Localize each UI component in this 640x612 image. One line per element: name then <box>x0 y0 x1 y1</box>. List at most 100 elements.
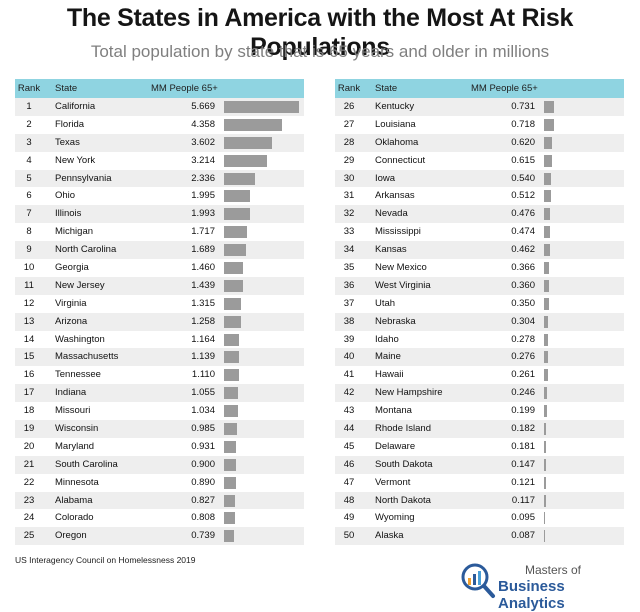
row-rank: 31 <box>343 190 355 202</box>
row-rank: 28 <box>343 136 355 148</box>
table-left: Rank State MM People 65+ 1 California 5.66… <box>15 79 304 546</box>
row-value-label: 0.087 <box>511 530 535 542</box>
row-state: Michigan <box>55 226 94 238</box>
table-row: 13 Arizona 1.258 <box>15 312 304 331</box>
row-rank: 8 <box>26 226 32 238</box>
row-state: New York <box>55 154 96 166</box>
value-bar <box>544 101 554 113</box>
table-row: 50 Alaska 0.087 <box>335 527 624 546</box>
table-row: 44 Rhode Island 0.182 <box>335 420 624 438</box>
row-state: West Virginia <box>375 279 431 291</box>
row-state: Hawaii <box>375 369 404 381</box>
row-rank: 37 <box>343 297 355 309</box>
value-bar <box>224 530 234 543</box>
row-value-label: 0.474 <box>511 226 535 238</box>
value-bar <box>224 405 238 418</box>
row-state: Arizona <box>55 315 88 327</box>
row-state: South Carolina <box>55 458 118 470</box>
value-bar <box>224 244 247 257</box>
row-state: Rhode Island <box>375 423 431 435</box>
row-state: North Carolina <box>55 244 117 256</box>
table-row: 31 Arkansas 0.512 <box>335 187 624 205</box>
row-state: Alabama <box>55 494 93 506</box>
row-rank: 9 <box>26 244 32 256</box>
row-value-label: 1.258 <box>191 315 215 327</box>
row-value-label: 0.739 <box>191 530 215 542</box>
row-value-label: 0.360 <box>511 279 535 291</box>
row-value-label: 0.366 <box>511 262 535 274</box>
table-row: 32 Nevada 0.476 <box>335 205 624 224</box>
table-row: 2 Florida 4.358 <box>15 116 304 134</box>
row-value-label: 0.931 <box>191 440 215 452</box>
value-bar <box>544 297 549 310</box>
row-rank: 38 <box>343 315 355 327</box>
table-row: 29 Connecticut 0.615 <box>335 152 624 170</box>
row-value-label: 0.121 <box>511 476 535 488</box>
row-value-label: 0.278 <box>511 333 535 345</box>
row-state: Ohio <box>55 190 76 202</box>
value-bar <box>224 423 237 436</box>
row-rank: 36 <box>343 279 355 291</box>
row-state: Indiana <box>55 387 87 399</box>
row-value-label: 0.890 <box>191 476 215 488</box>
row-value-label: 0.512 <box>511 190 535 202</box>
row-rank: 30 <box>343 172 355 184</box>
row-state: Massachusetts <box>55 351 119 363</box>
row-state: Oklahoma <box>375 136 419 148</box>
row-rank: 14 <box>23 333 35 345</box>
row-state: Washington <box>55 333 105 345</box>
table-row: 39 Idaho 0.278 <box>335 331 624 349</box>
row-value-label: 1.055 <box>191 387 215 399</box>
row-state: Wisconsin <box>55 423 99 435</box>
table-row: 25 Oregon 0.739 <box>15 527 304 546</box>
chart-magnifier-icon <box>461 563 495 598</box>
table-row: 17 Indiana 1.055 <box>15 384 304 403</box>
row-state: Alaska <box>375 530 404 542</box>
row-state: Missouri <box>55 405 91 417</box>
table-row: 24 Colorado 0.808 <box>15 509 304 527</box>
row-rank: 32 <box>343 208 355 220</box>
row-value-label: 0.615 <box>511 154 535 166</box>
row-value-label: 0.246 <box>511 387 535 399</box>
row-rank: 12 <box>23 297 35 309</box>
value-bar <box>544 262 549 275</box>
chart-subtitle: Total population by state that is 65 yea… <box>90 42 550 61</box>
table-row: 16 Tennessee 1.110 <box>15 366 304 384</box>
source-note: US Interagency Council on Homelessness 2… <box>15 555 196 565</box>
row-rank: 11 <box>24 279 34 291</box>
row-state: Utah <box>375 297 396 309</box>
value-bar <box>224 476 236 489</box>
row-value-label: 0.261 <box>511 369 535 381</box>
table-row: 45 Delaware 0.181 <box>335 438 624 456</box>
row-rank: 13 <box>23 315 35 327</box>
table-row: 10 Georgia 1.460 <box>15 259 304 277</box>
row-rank: 4 <box>26 154 32 166</box>
row-state: New Hampshire <box>375 387 443 399</box>
row-value-label: 1.164 <box>191 333 215 345</box>
value-bar <box>224 118 282 131</box>
value-bar <box>224 226 247 239</box>
header-state: State <box>55 83 78 94</box>
row-state: Kentucky <box>375 101 415 112</box>
table-row: 33 Mississippi 0.474 <box>335 223 624 241</box>
row-state: Connecticut <box>375 154 426 166</box>
table-row: 28 Oklahoma 0.620 <box>335 133 624 152</box>
row-value-label: 0.540 <box>511 172 535 184</box>
row-state: Georgia <box>55 262 89 274</box>
row-value-label: 1.993 <box>191 208 215 220</box>
row-value-label: 4.358 <box>191 118 215 130</box>
row-state: Delaware <box>375 440 416 452</box>
row-value-label: 3.214 <box>191 154 215 166</box>
table-row: 8 Michigan 1.717 <box>15 223 304 241</box>
header-value: MM People 65+ <box>471 83 538 94</box>
value-bar <box>544 315 548 328</box>
value-bar <box>224 136 272 149</box>
row-value-label: 1.995 <box>191 190 215 202</box>
row-state: North Dakota <box>375 494 431 506</box>
row-rank: 33 <box>343 226 355 238</box>
table-row: 38 Nebraska 0.304 <box>335 312 624 331</box>
table-row: 34 Kansas 0.462 <box>335 241 624 260</box>
value-bar <box>544 423 547 436</box>
row-state: Illinois <box>55 208 82 220</box>
table-row: 3 Texas 3.602 <box>15 133 304 152</box>
